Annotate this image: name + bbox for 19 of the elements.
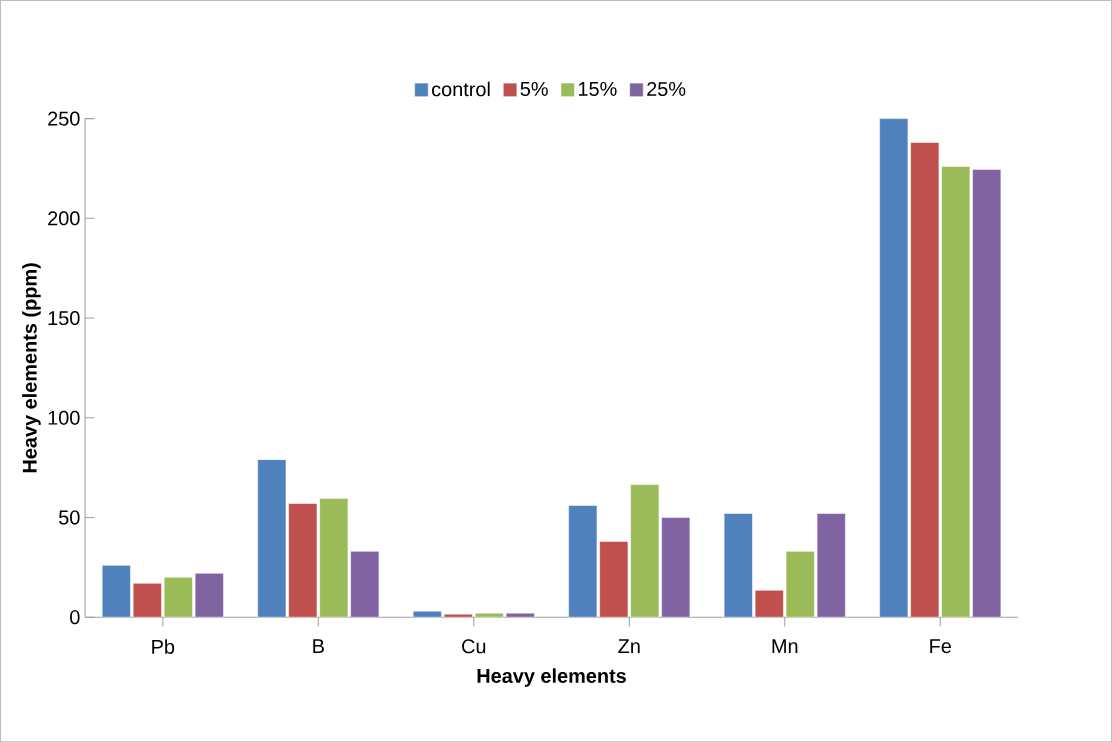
y-axis-title: Heavy elements (ppm) xyxy=(22,263,41,473)
y-tick-label: 100 xyxy=(48,410,80,425)
legend-label: 15% xyxy=(578,81,617,96)
legend-label: 25% xyxy=(647,81,686,96)
x-tick-label: Mn xyxy=(772,639,798,653)
x-tick-label: Pb xyxy=(152,639,175,654)
x-axis-title: Heavy elements xyxy=(477,668,626,687)
legend-label: control xyxy=(432,81,490,97)
y-tick-label: 50 xyxy=(59,510,80,525)
bar xyxy=(101,564,131,618)
y-tick-label: 250 xyxy=(48,111,80,126)
y-tick-label: 0 xyxy=(70,610,80,625)
x-tick-label: B xyxy=(313,639,324,653)
y-tick-label: 150 xyxy=(48,310,80,325)
y-tick-label: 200 xyxy=(48,211,80,226)
x-tick-label: Fe xyxy=(930,639,951,654)
x-tick-label: Zn xyxy=(618,639,640,653)
x-tick-label: Cu xyxy=(462,639,486,654)
legend-label: 5% xyxy=(520,81,548,96)
